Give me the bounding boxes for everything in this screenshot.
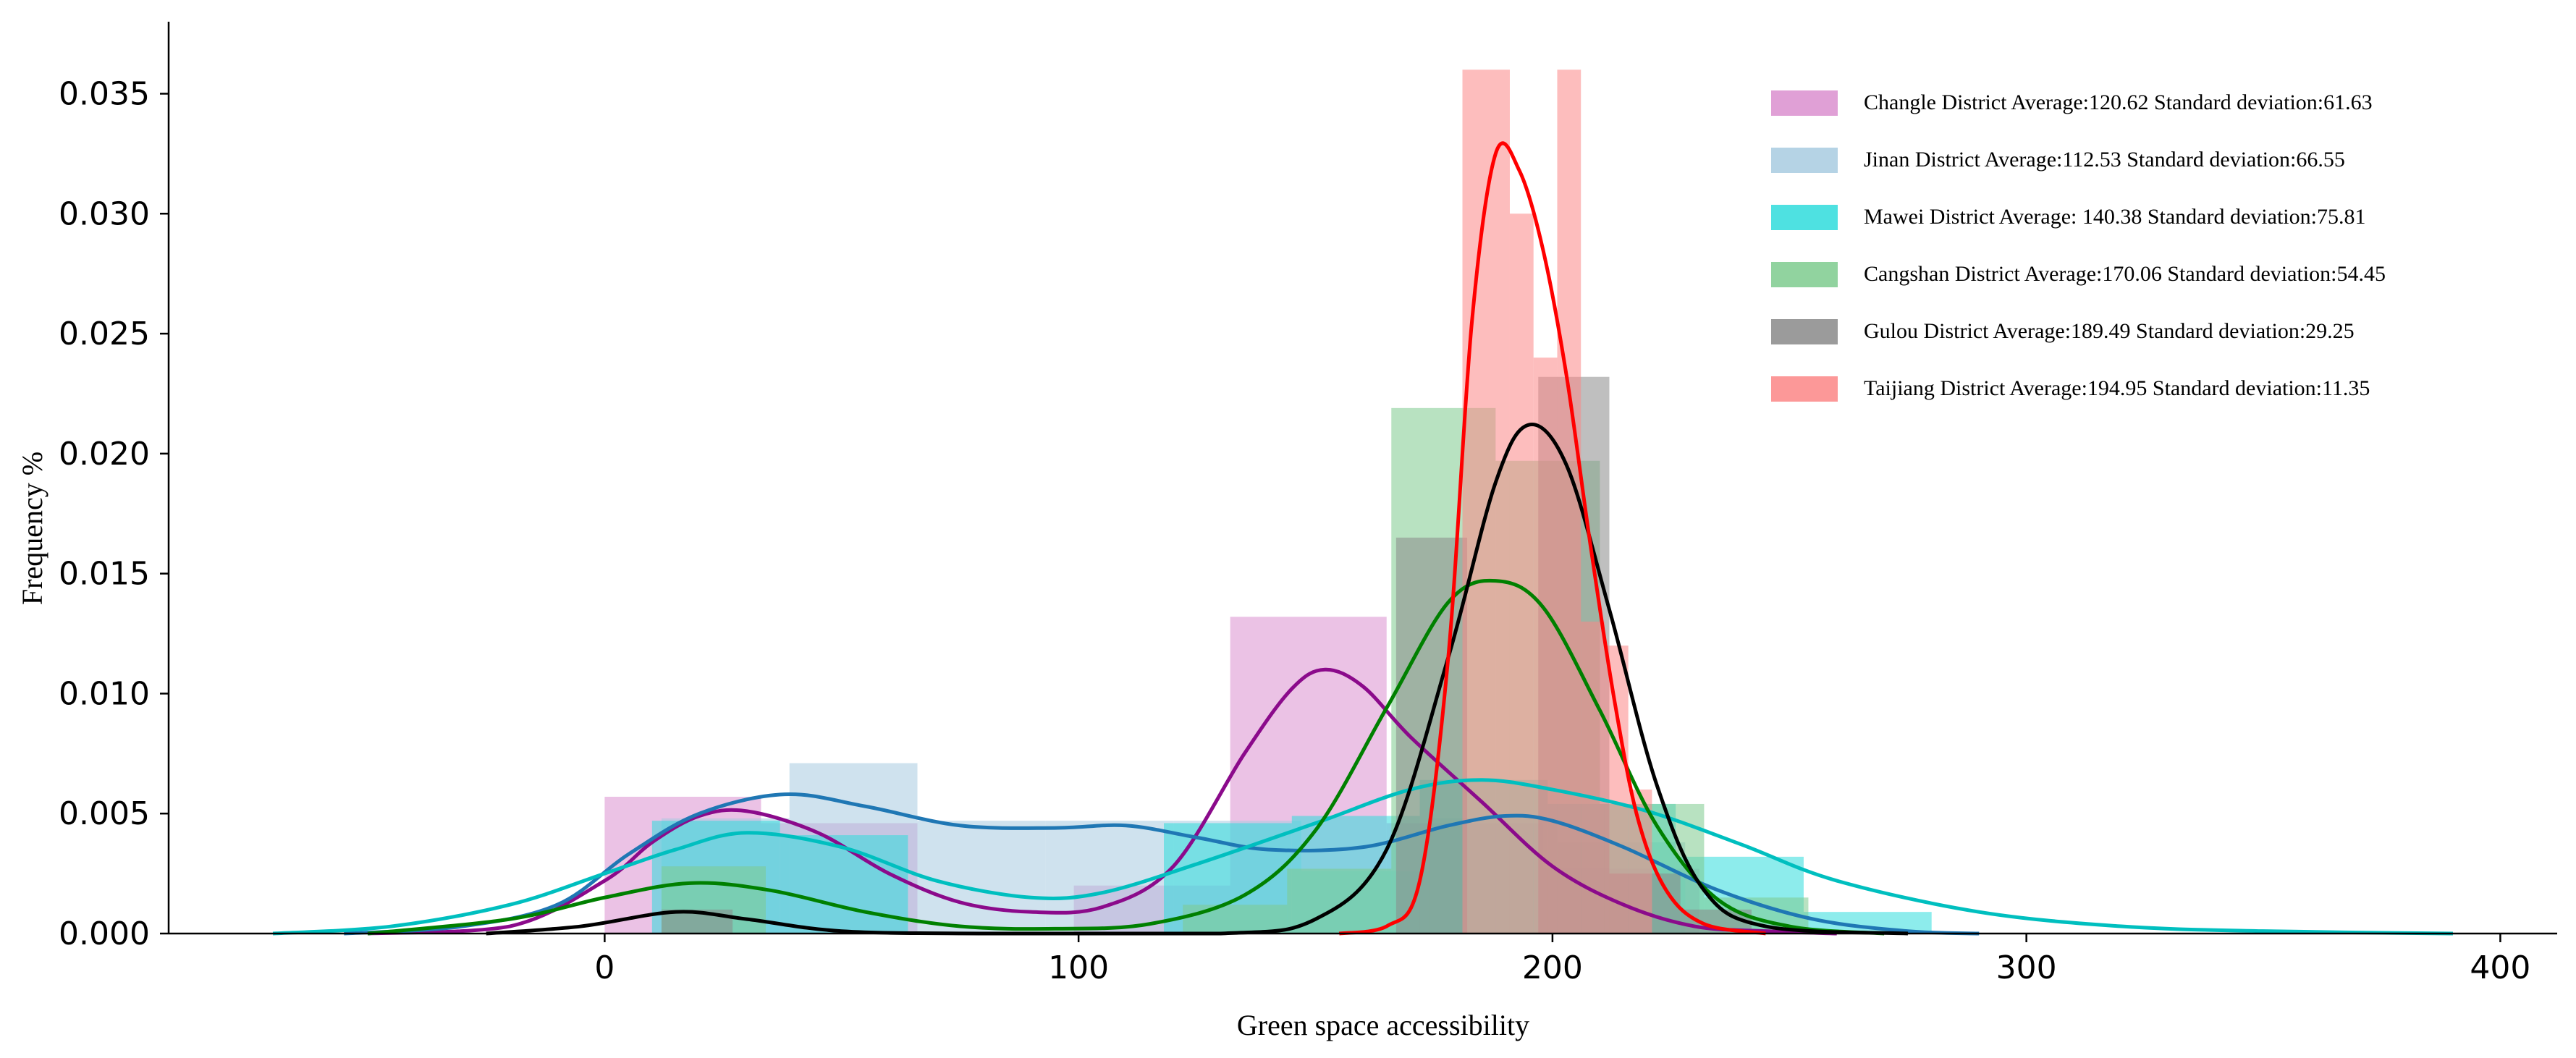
- bar-s2-b1: [780, 835, 908, 934]
- bar-s1-b2: [917, 821, 1046, 934]
- legend-swatch-0: [1771, 90, 1838, 116]
- legend-label-5: Taijiang District Average:194.95 Standar…: [1864, 376, 2370, 400]
- kde-line-s1: [344, 792, 1980, 936]
- x-tick-label: 400: [2470, 949, 2530, 986]
- x-tick-label: 0: [594, 949, 615, 986]
- x-axis-title: Green space accessibility: [1237, 1009, 1529, 1041]
- y-tick-label: 0.015: [59, 556, 150, 593]
- bar-s5-b2: [1533, 357, 1558, 934]
- kde-line-s0: [367, 667, 1837, 936]
- kde-curves: [272, 141, 2453, 936]
- kde-line-s3: [367, 578, 1885, 936]
- legend-swatch-3: [1771, 262, 1838, 287]
- legend-label-1: Jinan District Average:112.53 Standard d…: [1864, 148, 2345, 172]
- bar-s3-b5: [1183, 905, 1288, 934]
- y-tick-label: 0.010: [59, 675, 150, 712]
- bar-s5-b5: [1604, 646, 1629, 934]
- bar-s5-b4: [1581, 621, 1605, 934]
- legend: Changle District Average:120.62 Standard…: [1771, 90, 2386, 402]
- kde-line-s4: [486, 423, 1909, 936]
- kde-line-s2: [272, 778, 2453, 936]
- legend-label-3: Cangshan District Average:170.06 Standar…: [1864, 262, 2386, 286]
- kde-line-s5: [1338, 141, 1766, 936]
- y-tick-label: 0.020: [59, 436, 150, 473]
- y-tick-label: 0.005: [59, 795, 150, 832]
- legend-label-2: Mawei District Average: 140.38 Standard …: [1864, 205, 2365, 229]
- x-tick-label: 200: [1522, 949, 1583, 986]
- bar-s5-b1: [1509, 213, 1534, 934]
- x-tick-label: 100: [1048, 949, 1109, 986]
- x-tick-label: 300: [1996, 949, 2057, 986]
- y-tick-label: 0.025: [59, 316, 150, 352]
- y-axis-title: Frequency %: [16, 452, 48, 605]
- legend-swatch-5: [1771, 376, 1838, 402]
- axes: [160, 22, 2557, 942]
- bar-s5-b3: [1557, 69, 1582, 934]
- legend-label-4: Gulou District Average:189.49 Standard d…: [1864, 319, 2355, 343]
- y-tick-label: 0.030: [59, 195, 150, 232]
- legend-swatch-4: [1771, 319, 1838, 344]
- y-tick-label: 0.035: [59, 75, 150, 112]
- tick-labels: 0 100 200 300 400 0.000 0.005 0.010 0.015 0.020 0.…: [59, 75, 2530, 986]
- legend-swatch-2: [1771, 205, 1838, 230]
- legend-label-0: Changle District Average:120.62 Standard…: [1864, 90, 2373, 114]
- histogram-bars: [604, 69, 1932, 934]
- y-tick-label: 0.000: [59, 915, 150, 952]
- legend-swatch-1: [1771, 148, 1838, 173]
